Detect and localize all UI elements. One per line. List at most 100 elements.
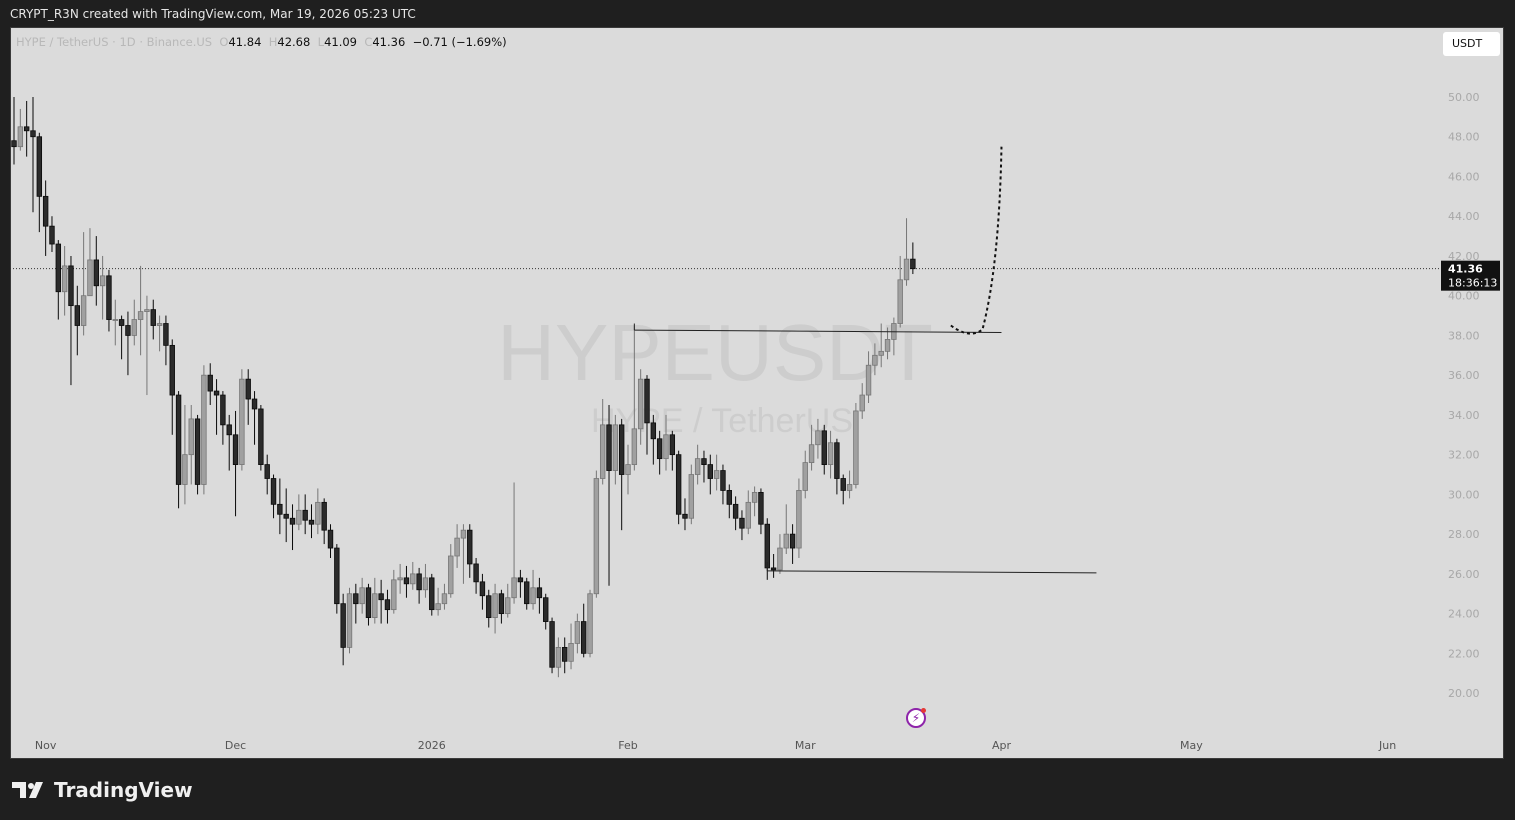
candle-up [505,583,511,618]
candle-body [808,444,815,464]
watermark-ticker: HYPEUSDT [497,308,933,397]
candle-up [599,399,606,485]
candle-body [220,394,226,426]
candle-up [441,583,448,610]
candle-down [175,391,182,509]
candle-down [334,544,340,614]
candle-body [42,195,49,227]
candle-body [726,490,732,505]
candle-body [403,577,410,585]
candle-body [612,424,619,471]
candle-up [637,369,644,445]
candle-body [821,430,827,465]
candle-body [827,442,834,465]
candle-up [878,323,884,368]
currency-button[interactable]: USDT [1443,32,1500,56]
candle-body [587,593,593,654]
candle-body [422,577,429,591]
candle-down [11,97,17,165]
candle-down [758,488,764,535]
candle-down [365,583,372,626]
candle-up [131,299,137,346]
candle-up [897,255,903,328]
candle-down [118,315,125,360]
candle-up [99,255,106,320]
candle-body [656,438,663,460]
candle-body [315,501,321,525]
candle-body [739,517,745,529]
resistance-line-segment [634,329,1002,333]
candle-up [410,561,416,590]
candle-up [346,587,353,654]
candle-body [93,259,99,287]
chart-frame[interactable] [10,27,1504,759]
candle-up [422,563,429,598]
candle-down [739,510,745,541]
candle-down [536,577,543,614]
candle-down [650,414,657,465]
candle-body [473,563,479,583]
candle-down [264,454,270,495]
candle-up [612,414,619,485]
low-label: L [317,35,325,49]
candle-down [245,369,251,425]
low-value: 41.09 [324,35,357,49]
candle-body [144,309,150,312]
watermark-name: HYPE / TetherUS [591,402,853,440]
candle-body [131,319,137,336]
candle-up [80,232,87,336]
symbol-legend: HYPE / TetherUS · 1D · Binance.US O41.84… [16,35,507,49]
candle-down [467,524,473,578]
candle-body [87,259,93,297]
price-tick-label: 48.00 [1448,131,1480,144]
change-value: −0.71 (−1.69%) [412,35,507,49]
drawings[interactable] [633,146,1097,574]
candle-body [239,378,245,465]
candle-up [448,544,454,598]
candle-up [182,404,188,505]
candle-body [505,597,511,615]
candle-body [650,422,657,440]
candles [11,97,916,678]
candle-body [321,501,327,531]
candle-body [606,424,612,471]
time-tick-label: Feb [618,739,637,752]
price-tick-label: 24.00 [1448,608,1480,621]
candle-body [498,593,505,615]
candle-body [365,587,372,618]
candle-body [68,265,74,307]
price-tick-label: 22.00 [1448,647,1480,660]
candle-body [258,408,264,465]
candle-down [707,454,713,495]
price-tick-label: 28.00 [1448,528,1480,541]
price-tick-label: 30.00 [1448,488,1480,501]
price-axis[interactable]: 20.00 22.00 24.00 26.00 28.00 30.00 32.00 34.00… [1448,91,1480,700]
candle-body [353,593,359,605]
time-axis[interactable]: Nov Dec 2026 Feb Mar Apr May Jun [35,739,1396,752]
tradingview-logo-icon [12,782,43,798]
candle-body [283,513,289,519]
candle-down [543,593,549,630]
candle-body [49,225,55,245]
candle-up [853,402,859,489]
candle-down [74,285,80,356]
price-tick-label: 50.00 [1448,91,1480,104]
candle-up [694,444,701,485]
candle-up [201,365,207,495]
candle-up [777,534,783,574]
symbol-title[interactable]: HYPE / TetherUS · 1D · Binance.US [16,35,213,49]
candle-down [770,554,777,578]
time-tick-label: Nov [35,739,57,752]
candle-up [808,424,815,471]
candle-body [270,478,277,505]
tradingview-logo: TradingView [12,778,193,802]
candle-up [846,470,853,499]
candle-up [783,504,789,555]
candle-down [840,474,846,505]
candle-down [150,299,156,340]
candle-down [618,418,625,531]
candle-up [492,583,498,634]
lightning-icon[interactable]: ⚡ [906,708,926,728]
candle-body [410,573,416,585]
